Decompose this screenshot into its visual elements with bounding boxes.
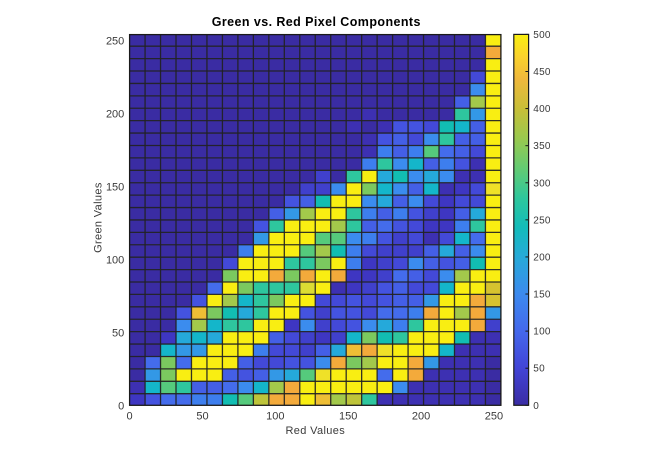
svg-text:200: 200 — [106, 109, 124, 121]
svg-text:450: 450 — [533, 67, 551, 78]
svg-text:200: 200 — [412, 411, 430, 423]
svg-text:100: 100 — [106, 254, 124, 266]
svg-text:150: 150 — [533, 290, 551, 301]
svg-text:400: 400 — [533, 104, 551, 115]
svg-text:500: 500 — [533, 30, 551, 41]
svg-text:Red Values: Red Values — [286, 425, 346, 437]
svg-text:350: 350 — [533, 141, 551, 152]
svg-text:150: 150 — [106, 182, 124, 194]
svg-text:Green Values: Green Values — [93, 182, 105, 253]
svg-text:50: 50 — [196, 411, 208, 423]
svg-text:150: 150 — [339, 411, 357, 423]
svg-text:100: 100 — [533, 327, 551, 338]
svg-text:100: 100 — [266, 411, 284, 423]
svg-text:0: 0 — [127, 411, 133, 423]
svg-text:Green vs. Red Pixel Components: Green vs. Red Pixel Components — [212, 15, 421, 29]
svg-text:0: 0 — [118, 400, 124, 412]
svg-text:300: 300 — [533, 178, 551, 189]
svg-text:250: 250 — [533, 215, 551, 226]
svg-text:200: 200 — [533, 252, 551, 263]
svg-text:250: 250 — [485, 411, 503, 423]
svg-text:50: 50 — [112, 327, 124, 339]
svg-text:250: 250 — [106, 36, 124, 48]
svg-text:0: 0 — [533, 401, 539, 412]
svg-text:50: 50 — [533, 364, 545, 375]
